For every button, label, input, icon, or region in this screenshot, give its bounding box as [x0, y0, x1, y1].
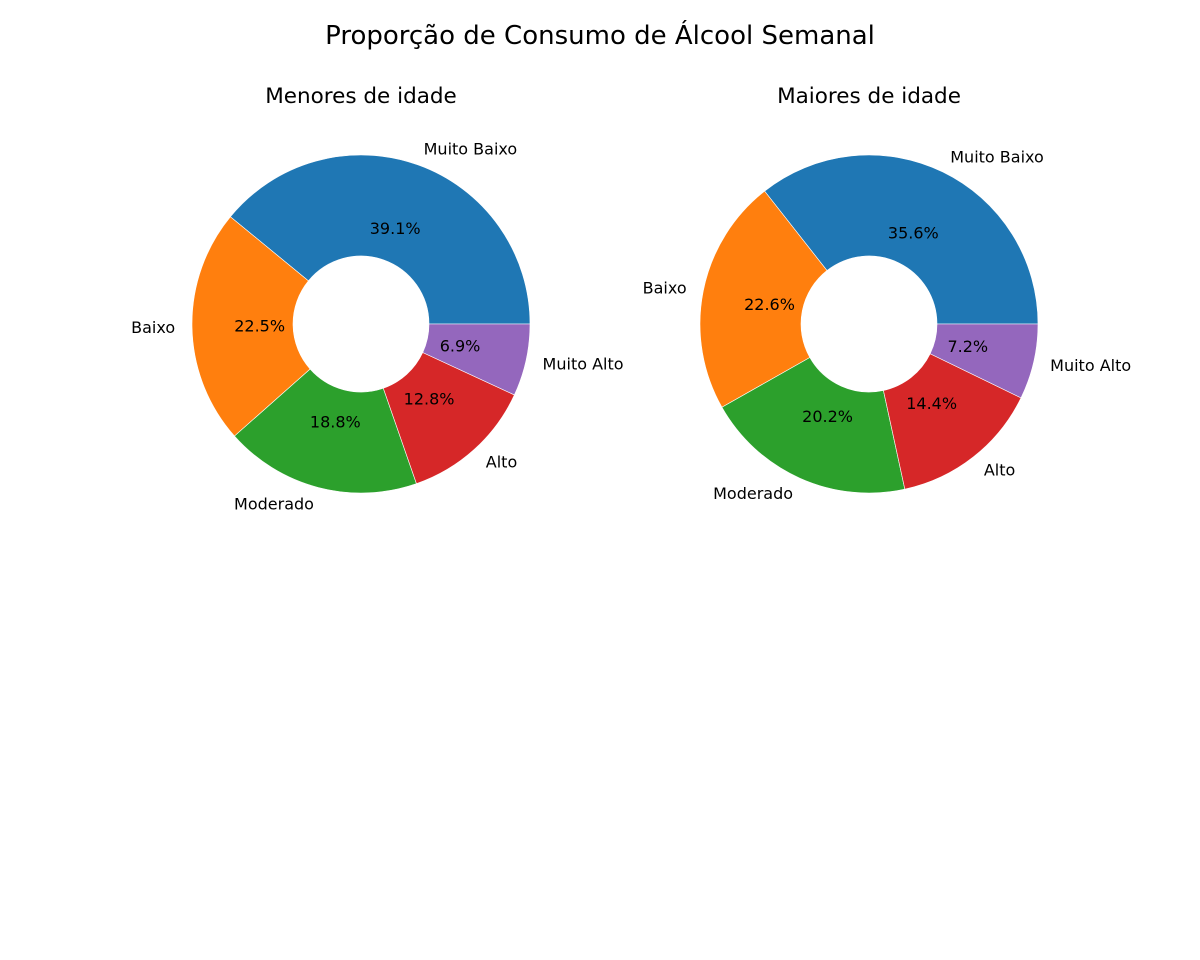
slices	[191, 154, 531, 494]
labels: Muito Baixo 39.1% Baixo 22.5% Moderado 18.8% A…	[131, 139, 623, 513]
value-label-alto: 14.4%	[906, 394, 957, 413]
category-label-moderado: Moderado	[713, 484, 793, 503]
slice-alto	[382, 352, 515, 485]
value-label-muito-alto: 7.2%	[947, 337, 988, 356]
value-label-alto: 12.8%	[404, 390, 455, 409]
value-label-baixo: 22.5%	[234, 316, 285, 335]
value-label-baixo: 22.6%	[744, 295, 795, 314]
value-label-moderado: 20.2%	[802, 407, 853, 426]
value-label-muito-baixo: 39.1%	[370, 219, 421, 238]
slice-alto	[883, 353, 1022, 490]
category-label-baixo: Baixo	[643, 279, 687, 298]
category-label-baixo: Baixo	[131, 318, 175, 337]
slice-moderado	[721, 357, 906, 494]
chart-title: Maiores de idade	[777, 84, 961, 109]
slice-baixo	[699, 190, 828, 408]
category-label-muito-alto: Muito Alto	[1050, 356, 1131, 375]
chart-title: Menores de idade	[265, 84, 457, 109]
value-label-moderado: 18.8%	[310, 413, 361, 432]
chart-minors: Menores de idade Muito Baixo 39.1% Baixo 22…	[131, 84, 623, 513]
slice-muito-baixo	[764, 154, 1039, 325]
labels: Muito Baixo 35.6% Baixo 22.6% Moderado 20.2% A…	[643, 147, 1132, 503]
slice-muito-baixo	[229, 154, 531, 325]
category-label-alto: Alto	[486, 452, 517, 471]
slices	[699, 154, 1039, 494]
slice-baixo	[191, 216, 311, 437]
slice-muito-alto	[422, 323, 531, 396]
category-label-alto: Alto	[984, 461, 1015, 480]
category-label-muito-alto: Muito Alto	[543, 354, 624, 373]
figure-title: Proporção de Consumo de Álcool Semanal	[325, 19, 875, 51]
chart-adults: Maiores de idade Muito Baixo 35.6% Baixo 22…	[643, 84, 1132, 503]
slice-muito-alto	[929, 323, 1039, 399]
category-label-muito-baixo: Muito Baixo	[950, 147, 1044, 166]
category-label-moderado: Moderado	[234, 494, 314, 513]
slice-moderado	[234, 368, 417, 494]
category-label-muito-baixo: Muito Baixo	[424, 139, 518, 158]
value-label-muito-baixo: 35.6%	[888, 223, 939, 242]
value-label-muito-alto: 6.9%	[440, 336, 481, 355]
